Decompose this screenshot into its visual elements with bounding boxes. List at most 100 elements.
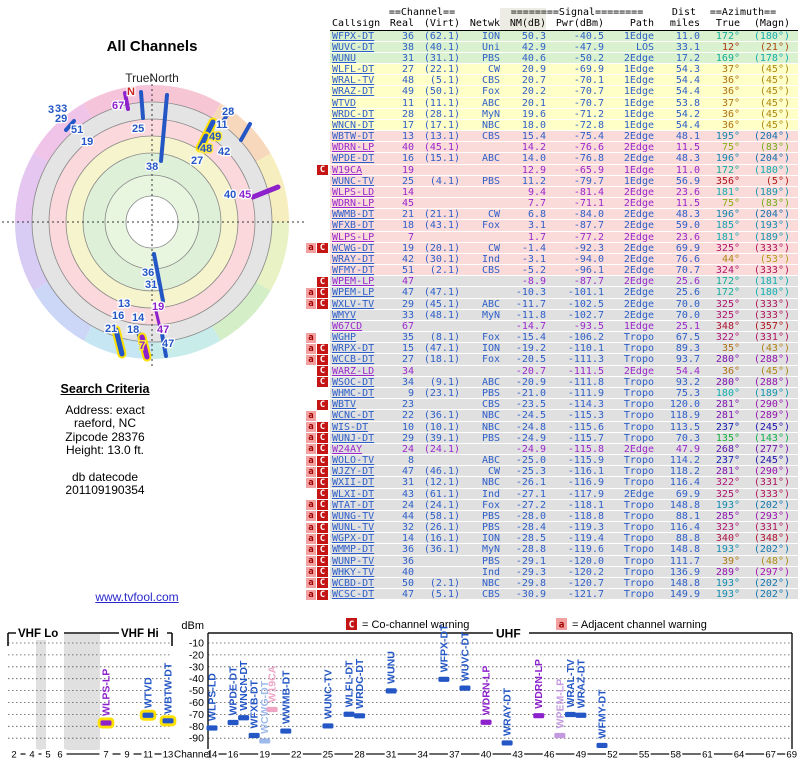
callsign-link[interactable]: W24AY	[332, 443, 363, 455]
callsign-link[interactable]: WSOC-DT	[332, 376, 375, 387]
signal-bar-label: WFMY-DT	[596, 689, 608, 739]
station-tick	[123, 91, 130, 111]
callsign-link[interactable]: WRDC-DT	[332, 108, 375, 119]
callsign-link[interactable]: WCCB-DT	[332, 354, 375, 365]
callsign-link[interactable]: WGHP	[332, 332, 357, 343]
real-channel-cell: 36	[401, 555, 414, 567]
callsign-link[interactable]: WBTV	[332, 399, 357, 410]
azimuth-magn-cell: (202°)	[753, 589, 790, 601]
table-row: WRAZ-DT 49 (50.1) Fox 20.2 -70.7 1Edge 54.4 36° (…	[330, 86, 798, 98]
callsign-link[interactable]: WFXB-DT	[332, 220, 375, 231]
virtual-channel-cell: (24.1)	[423, 443, 460, 455]
pwr-dbm-cell: -120.2	[567, 566, 604, 578]
azimuth-magn-cell: (202°)	[753, 577, 790, 589]
callsign-link[interactable]: WRAY-DT	[332, 253, 375, 265]
radar-channel-label: 18	[127, 324, 139, 336]
virtual-channel-cell: (10.1)	[423, 421, 460, 433]
callsign-link[interactable]: WJZY-DT	[332, 466, 375, 477]
callsign-link[interactable]: WWMB-DT	[332, 209, 375, 220]
callsign-link[interactable]: WGPX-DT	[332, 533, 375, 544]
callsign-link[interactable]: WPEM-LP	[332, 276, 375, 287]
callsign-link[interactable]: WFMY-DT	[332, 265, 375, 276]
callsign-link[interactable]: WLPS-LP	[332, 231, 375, 242]
azimuth-true-cell: 281°	[715, 466, 740, 478]
callsign-link[interactable]: WBTW-DT	[332, 131, 375, 142]
signal-bar	[354, 713, 366, 719]
pwr-dbm-cell: -70.1	[573, 75, 604, 87]
azimuth-true-cell: 185°	[715, 220, 740, 232]
callsign-link[interactable]: WDRN-LP	[332, 198, 375, 209]
callsign-link[interactable]: WNCN-DT	[332, 119, 375, 131]
callsign-link[interactable]: WHKY-TV	[332, 566, 375, 577]
miles-cell: 93.7	[675, 354, 700, 366]
callsign-link[interactable]: WCWG-DT	[332, 242, 375, 253]
network-cell: ABC	[481, 455, 500, 467]
callsign-link[interactable]: W67CD	[332, 320, 363, 332]
path-cell: 2Edge	[623, 209, 654, 221]
callsign-link[interactable]: WTVD	[332, 97, 357, 108]
callsign-link[interactable]: WHMC-DT	[332, 388, 375, 399]
callsign-link[interactable]: W19CA	[332, 164, 363, 175]
adjacent-warning-badge: a	[306, 287, 316, 298]
callsign-link[interactable]: WXII-DT	[332, 477, 375, 488]
table-row: a C WXLV-TV 29 (45.1) ABC -11.7 -102.5 2Edge 70.0…	[306, 298, 798, 310]
azimuth-magn-cell: (180°)	[753, 164, 790, 176]
path-cell: Tropo	[623, 544, 654, 556]
callsign-link[interactable]: WRAL-TV	[332, 75, 375, 86]
table-row: WRAL-TV 48 (5.1) CBS 20.7 -70.1 1Edge 54.4 36° (4…	[330, 75, 798, 87]
callsign-link[interactable]: WMMP-DT	[332, 544, 375, 555]
callsign-link[interactable]: WOLO-TV	[332, 455, 375, 466]
callsign-link[interactable]: WCSC-DT	[332, 589, 375, 600]
real-channel-cell: 34	[401, 376, 414, 388]
channel-tick-label: 5	[45, 750, 50, 761]
azimuth-magn-cell: (289°)	[753, 410, 790, 422]
callsign-link[interactable]: WMYV	[332, 309, 357, 320]
azimuth-true-cell: 348°	[715, 320, 740, 332]
signal-bar-highlight	[159, 715, 177, 727]
callsign-link[interactable]: WUNG-TV	[332, 510, 375, 522]
search-height-line: Height: 13.0 ft.	[65, 443, 145, 457]
channel-tick-bg	[669, 749, 683, 759]
table-row: WUNC-TV 25 (4.1) PBS 11.2 -79.7 1Edge 56.9 356° (…	[330, 175, 798, 187]
co-channel-warning-badge: C	[317, 466, 328, 477]
nm-db-cell: -28.4	[515, 522, 546, 534]
callsign-link[interactable]: WUNL-TV	[332, 522, 375, 533]
dbm-tick-label: -40	[189, 673, 204, 685]
callsign-link[interactable]: WCBD-DT	[332, 577, 375, 589]
azimuth-magn-cell: (193°)	[753, 220, 790, 232]
azimuth-true-cell: 181°	[715, 186, 740, 198]
callsign-link[interactable]: WFPX-DT	[332, 30, 375, 41]
callsign-link[interactable]: WPEM-LP	[332, 287, 375, 298]
tvfool-link[interactable]: www.tvfool.com	[95, 590, 179, 604]
callsign-link[interactable]: WUNU	[332, 52, 357, 64]
column-header: NM(dB)	[509, 17, 546, 29]
azimuth-magn-cell: (348°)	[753, 533, 790, 545]
callsign-link[interactable]: WXLV-TV	[332, 298, 375, 309]
callsign-link[interactable]: WTAT-DT	[332, 499, 375, 510]
callsign-link[interactable]: WUVC-DT	[332, 41, 375, 52]
compass-hue-ring-segment	[211, 103, 271, 163]
callsign-link[interactable]: WRAZ-DT	[332, 86, 375, 97]
callsign-link[interactable]: WUNJ-DT	[332, 432, 375, 443]
miles-cell: 93.2	[675, 376, 700, 388]
real-channel-cell: 7	[407, 231, 414, 243]
callsign-link[interactable]: WRPX-DT	[332, 343, 375, 354]
azimuth-true-cell: 36°	[721, 119, 740, 131]
miles-cell: 53.8	[675, 97, 700, 109]
callsign-link[interactable]: WLXI-DT	[332, 488, 375, 499]
callsign-link[interactable]: WLFL-DT	[332, 64, 375, 75]
nm-db-cell: 12.9	[521, 164, 546, 176]
network-cell: Ind	[481, 488, 500, 500]
callsign-link[interactable]: WDRN-LP	[332, 142, 375, 153]
callsign-link[interactable]: WARZ-LD	[332, 365, 375, 376]
callsign-link[interactable]: WLPS-LD	[332, 186, 375, 198]
network-cell: Fox	[481, 332, 500, 344]
callsign-link[interactable]: WUNP-TV	[332, 555, 375, 566]
radar-channel-label: 25	[132, 123, 144, 135]
callsign-link[interactable]: WIS-DT	[332, 421, 369, 432]
callsign-link[interactable]: WUNC-TV	[332, 175, 375, 186]
callsign-link[interactable]: WCNC-DT	[332, 410, 375, 421]
channel-tick-label: 37	[449, 750, 460, 761]
virtual-channel-cell: (26.1)	[423, 522, 460, 534]
callsign-link[interactable]: WPDE-DT	[332, 153, 375, 164]
